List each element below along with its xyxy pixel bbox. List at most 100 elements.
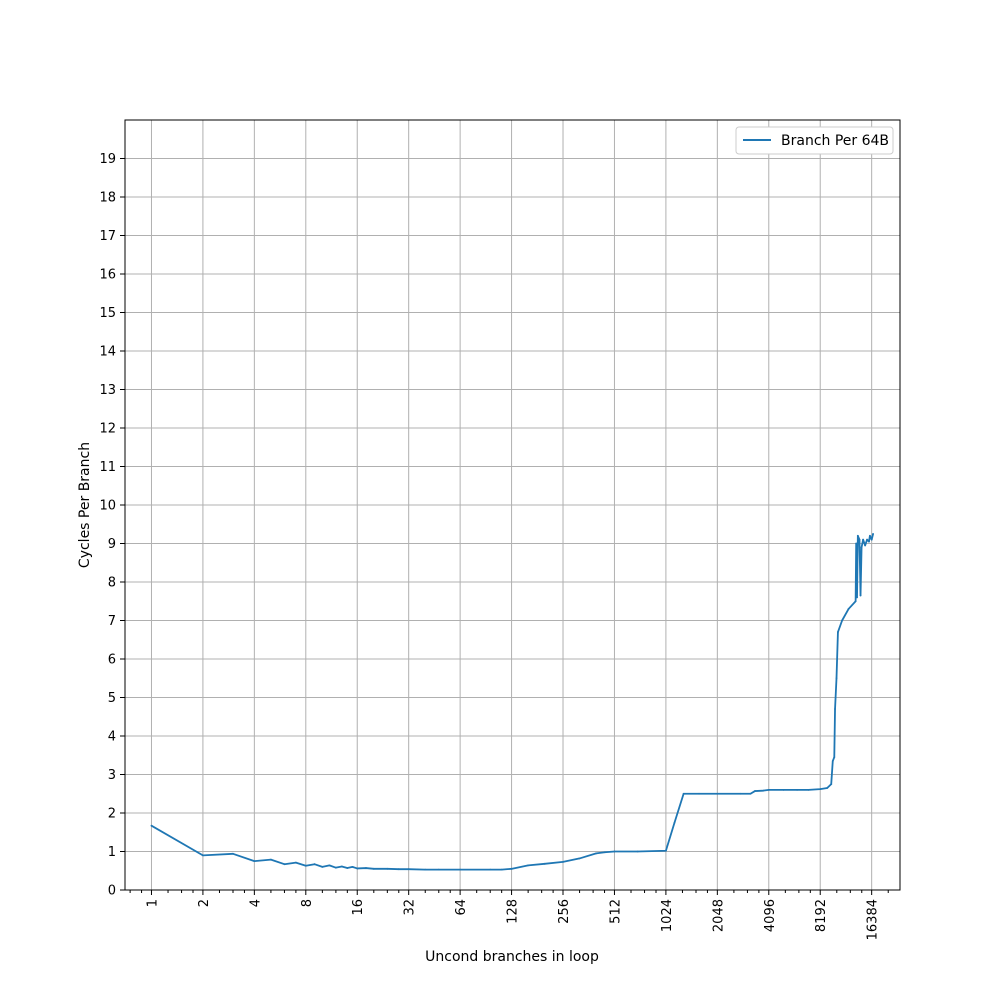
data-point	[826, 787, 829, 789]
data-point	[437, 868, 440, 871]
data-point	[202, 854, 204, 857]
x-tick-label: 2	[197, 899, 212, 907]
y-tick-label: 7	[108, 614, 116, 629]
y-tick-label: 5	[108, 691, 116, 706]
y-tick-label: 3	[108, 768, 116, 783]
plot-series	[150, 532, 874, 871]
y-tick-label: 9	[108, 537, 116, 552]
data-point	[847, 608, 850, 610]
data-point	[636, 850, 639, 853]
data-point	[595, 852, 598, 855]
x-tick-label: 4096	[763, 899, 778, 932]
data-point	[858, 538, 861, 541]
y-tick-label: 10	[99, 499, 116, 514]
data-point	[856, 534, 859, 537]
data-point	[807, 789, 810, 791]
y-tick-label: 18	[99, 191, 116, 206]
data-point	[304, 864, 307, 867]
x-tick-label: 64	[454, 899, 469, 916]
data-point	[397, 868, 400, 871]
data-point	[232, 852, 234, 855]
data-point	[864, 544, 867, 547]
x-tick-label: 8192	[814, 899, 829, 932]
y-tick-label: 4	[108, 730, 116, 745]
y-tick-label: 13	[99, 383, 116, 398]
x-tick-label: 128	[506, 899, 521, 924]
data-point	[527, 864, 530, 867]
x-tick-label: 256	[557, 899, 572, 924]
data-point	[698, 792, 700, 795]
y-tick-label: 0	[108, 884, 116, 899]
data-point	[340, 865, 343, 868]
data-point	[346, 867, 349, 869]
data-point	[424, 868, 427, 871]
data-point	[749, 792, 752, 795]
data-point	[673, 821, 676, 824]
y-tick-label: 15	[99, 306, 116, 321]
data-point	[833, 756, 836, 759]
data-point	[830, 783, 833, 786]
data-point	[562, 860, 564, 863]
data-point	[510, 867, 513, 870]
legend-box	[735, 126, 894, 155]
data-point	[860, 546, 863, 549]
data-point	[407, 868, 410, 871]
data-point	[613, 850, 616, 853]
data-point	[253, 860, 256, 863]
data-point	[854, 600, 857, 603]
data-point	[328, 864, 331, 867]
grid-lines	[125, 120, 900, 891]
legend: Branch Per 64B	[735, 126, 894, 155]
x-tick-label: 4	[248, 899, 263, 907]
legend-label: Branch Per 64B	[781, 133, 889, 149]
x-tick-label: 512	[608, 899, 623, 924]
data-point	[859, 594, 862, 597]
data-point	[834, 708, 836, 710]
data-point	[270, 858, 272, 861]
y-axis-label: Cycles Per Branch	[77, 442, 93, 568]
data-point	[855, 542, 858, 545]
data-point	[365, 867, 367, 869]
data-point	[872, 532, 874, 535]
data-point	[870, 538, 873, 541]
y-tick-label: 8	[108, 576, 116, 591]
data-point	[665, 849, 667, 852]
data-point	[754, 790, 756, 792]
data-point	[603, 851, 606, 854]
data-point	[682, 792, 685, 795]
x-tick-label: 32	[403, 899, 418, 916]
y-tick-label: 17	[99, 229, 116, 244]
data-point	[767, 789, 770, 791]
data-point	[356, 867, 359, 870]
data-point	[459, 868, 462, 871]
y-tick-label: 14	[99, 345, 116, 360]
data-point	[782, 789, 785, 791]
x-tick-label: 2048	[711, 899, 726, 932]
data-point	[321, 866, 324, 868]
x-tick-label: 8	[300, 899, 315, 907]
y-tick-label: 2	[108, 807, 116, 822]
series-line-branch-per-64b	[151, 533, 874, 871]
data-point	[386, 867, 389, 870]
y-tick-label: 12	[99, 422, 116, 437]
data-point	[716, 792, 719, 795]
data-point	[862, 538, 865, 541]
data-point	[866, 538, 868, 541]
data-point	[762, 789, 765, 792]
y-tick-label: 19	[99, 152, 116, 167]
data-point	[283, 863, 286, 866]
data-point	[868, 540, 870, 543]
data-point	[837, 631, 839, 633]
y-tick-label: 11	[99, 460, 116, 475]
data-point	[578, 857, 581, 860]
data-point	[841, 619, 843, 622]
x-axis-ticks: 1 2 4 8 16 32 64 128 256 512 1024 2048 4096 8192 16384	[129, 890, 889, 940]
data-point	[739, 792, 742, 795]
data-point	[489, 868, 492, 871]
data-point	[150, 824, 153, 827]
data-point	[819, 788, 822, 791]
data-point	[313, 863, 316, 866]
